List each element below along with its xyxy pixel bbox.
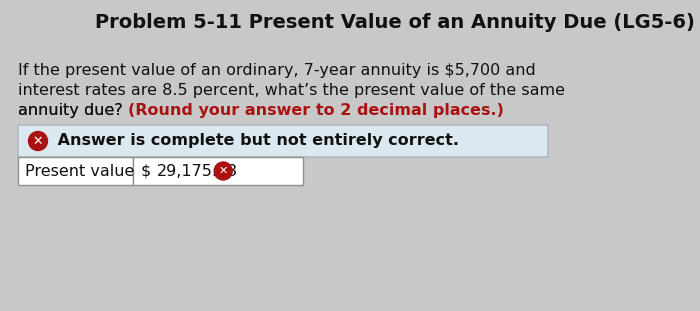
Text: ✕: ✕	[33, 134, 43, 147]
FancyBboxPatch shape	[18, 157, 133, 185]
Text: interest rates are 8.5 percent, what’s the present value of the same: interest rates are 8.5 percent, what’s t…	[18, 83, 565, 98]
Text: annuity due?: annuity due?	[18, 103, 128, 118]
Text: 29,175.53: 29,175.53	[157, 164, 238, 179]
Text: Answer is complete but not entirely correct.: Answer is complete but not entirely corr…	[52, 133, 459, 148]
FancyBboxPatch shape	[133, 157, 303, 185]
Circle shape	[214, 162, 232, 180]
Text: annuity due?: annuity due?	[18, 103, 128, 118]
Text: If the present value of an ordinary, 7-year annuity is $5,700 and: If the present value of an ordinary, 7-y…	[18, 63, 536, 78]
FancyBboxPatch shape	[18, 125, 548, 157]
Text: (Round your answer to 2 decimal places.): (Round your answer to 2 decimal places.)	[128, 103, 504, 118]
Circle shape	[29, 132, 48, 151]
Text: Present value: Present value	[25, 164, 134, 179]
Text: Problem 5-11 Present Value of an Annuity Due (LG5-6): Problem 5-11 Present Value of an Annuity…	[95, 13, 695, 32]
Text: $: $	[141, 164, 151, 179]
Text: ✕: ✕	[218, 166, 228, 176]
